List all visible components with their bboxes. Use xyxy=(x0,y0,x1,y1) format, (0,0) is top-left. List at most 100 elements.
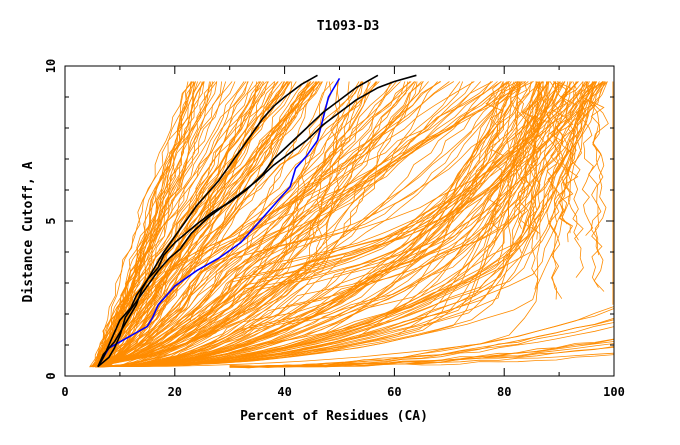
background-model-curve xyxy=(98,81,521,368)
black-model-curve-3 xyxy=(97,74,318,368)
background-model-curve xyxy=(229,322,615,368)
background-model-curve xyxy=(98,81,193,367)
x-axis-label: Percent of Residues (CA) xyxy=(240,409,428,424)
background-model-curve xyxy=(97,81,588,368)
background-model-curve xyxy=(95,81,555,368)
background-model-curve xyxy=(92,81,341,368)
background-model-curve xyxy=(92,81,492,368)
background-model-curve xyxy=(93,81,340,368)
background-model-curve xyxy=(101,81,210,367)
background-model-curve xyxy=(591,81,609,292)
background-model-curve xyxy=(99,81,533,368)
background-model-curve xyxy=(554,81,573,234)
background-model-curve xyxy=(98,81,566,368)
background-model-curve xyxy=(522,81,544,234)
background-model-curve xyxy=(95,81,607,368)
background-model-curve xyxy=(99,81,291,367)
background-model-curve xyxy=(105,81,309,368)
background-model-curve xyxy=(92,81,412,368)
background-model-curve xyxy=(588,81,603,288)
background-model-curve xyxy=(90,81,475,368)
background-model-curve xyxy=(96,81,561,368)
background-model-curve xyxy=(546,81,561,300)
background-model-curve xyxy=(96,81,493,368)
background-model-curve xyxy=(546,81,568,299)
background-model-curve xyxy=(94,81,540,368)
background-model-curve xyxy=(97,81,584,368)
background-model-curve xyxy=(569,81,587,278)
background-model-curve xyxy=(102,81,213,367)
blue-model-curve xyxy=(97,77,341,368)
background-model-curve xyxy=(98,81,543,368)
background-model-curve xyxy=(558,81,578,243)
background-model-curve xyxy=(92,81,438,368)
background-model-curve xyxy=(485,81,505,230)
y-tick-label: 0 xyxy=(44,372,58,379)
black-model-curve-2 xyxy=(97,74,379,368)
highlighted-model-curves xyxy=(97,74,417,368)
background-model-curve xyxy=(101,81,595,368)
chart-title: T1093-D3 xyxy=(317,19,380,34)
background-model-curve xyxy=(96,81,194,367)
background-model-curve xyxy=(95,81,314,368)
background-model-curve xyxy=(585,81,605,256)
background-model-curve xyxy=(96,81,245,367)
background-model-curve xyxy=(108,81,317,367)
background-model-curve xyxy=(100,81,504,368)
background-model-curve xyxy=(95,81,606,368)
background-model-curve xyxy=(96,81,540,368)
y-tick-label: 10 xyxy=(44,59,58,73)
background-model-curve xyxy=(103,81,195,367)
background-model-curve xyxy=(105,81,218,367)
background-model-curve xyxy=(95,81,510,368)
background-model-curve xyxy=(92,81,461,368)
background-model-curve xyxy=(100,81,589,368)
x-tick-label: 100 xyxy=(603,385,625,399)
background-model-curve xyxy=(94,81,493,368)
background-model-curve xyxy=(103,81,311,367)
axis-ticks: 0 20 40 60 80 100 0 5 10 xyxy=(44,59,625,399)
background-model-curve xyxy=(546,81,563,231)
x-tick-label: 0 xyxy=(61,385,68,399)
x-tick-label: 60 xyxy=(387,385,401,399)
background-model-curve xyxy=(89,81,450,368)
background-model-curve xyxy=(523,81,547,240)
background-model-curve xyxy=(96,81,317,368)
x-tick-label: 80 xyxy=(497,385,511,399)
y-tick-label: 5 xyxy=(44,217,58,224)
background-model-curve xyxy=(95,81,596,368)
background-model-curve xyxy=(106,81,293,368)
background-model-curve xyxy=(99,81,551,368)
background-model-curve xyxy=(98,81,521,368)
background-model-curve xyxy=(92,81,415,368)
background-model-curve xyxy=(515,81,527,229)
background-model-curve xyxy=(91,81,455,368)
background-model-curve xyxy=(91,81,233,367)
background-model-curve xyxy=(93,81,360,368)
background-model-curve xyxy=(94,81,518,368)
background-model-curve xyxy=(509,81,533,254)
background-model-curve xyxy=(89,81,406,368)
background-model-curve xyxy=(96,81,369,368)
background-model-curve xyxy=(98,81,596,368)
background-model-curve xyxy=(96,81,473,368)
x-tick-label: 20 xyxy=(168,385,182,399)
background-model-curve xyxy=(229,306,615,368)
background-model-curve xyxy=(104,81,323,367)
background-model-curve xyxy=(95,81,417,368)
background-model-curve xyxy=(89,81,363,368)
background-model-curve xyxy=(95,81,512,368)
background-model-curve xyxy=(99,81,522,368)
y-axis-label: Distance Cutoff, A xyxy=(21,161,36,302)
background-model-curve xyxy=(575,81,596,236)
background-model-curve xyxy=(99,81,608,368)
background-model-curve xyxy=(103,81,248,367)
background-model-curve xyxy=(100,81,561,368)
background-model-curves xyxy=(89,81,615,369)
background-model-curve xyxy=(99,81,604,368)
background-model-curve xyxy=(94,81,442,368)
background-model-curve xyxy=(92,81,328,368)
black-model-curve-1 xyxy=(97,74,417,368)
